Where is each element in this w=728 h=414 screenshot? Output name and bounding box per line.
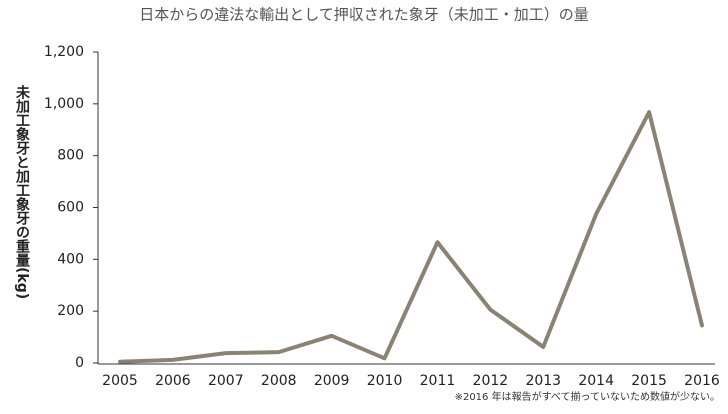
x-tick-label: 2005	[102, 373, 138, 389]
x-tick-label: 2008	[261, 373, 297, 389]
x-tick-label: 2012	[473, 373, 509, 389]
y-tick-label: 0	[75, 355, 84, 371]
y-tick-label: 600	[57, 200, 84, 216]
y-tick-label: 200	[57, 303, 84, 319]
x-tick-label: 2009	[314, 373, 350, 389]
footnote: ※2016 年は報告がすべて揃っていないため数値が少ない。	[455, 390, 720, 403]
x-tick-label: 2010	[367, 373, 403, 389]
y-tick-label: 400	[57, 251, 84, 267]
x-tick-label: 2006	[155, 373, 191, 389]
y-tick-label: 1,000	[44, 96, 84, 112]
y-tick-label: 1,200	[44, 44, 84, 60]
x-tick-label: 2011	[420, 373, 456, 389]
x-tick-label: 2007	[208, 373, 244, 389]
x-tick-label: 2016	[684, 373, 720, 389]
chart-title: 日本からの違法な輸出として押収された象牙（未加工・加工）の量	[139, 6, 589, 24]
data-line	[118, 110, 704, 364]
y-axis-label: 未加工象牙と加工象牙の重量(kg)	[14, 84, 31, 299]
y-tick-label: 800	[57, 148, 84, 164]
x-tick-label: 2015	[631, 373, 667, 389]
x-tick-label: 2013	[525, 373, 561, 389]
x-tick-label: 2014	[578, 373, 614, 389]
